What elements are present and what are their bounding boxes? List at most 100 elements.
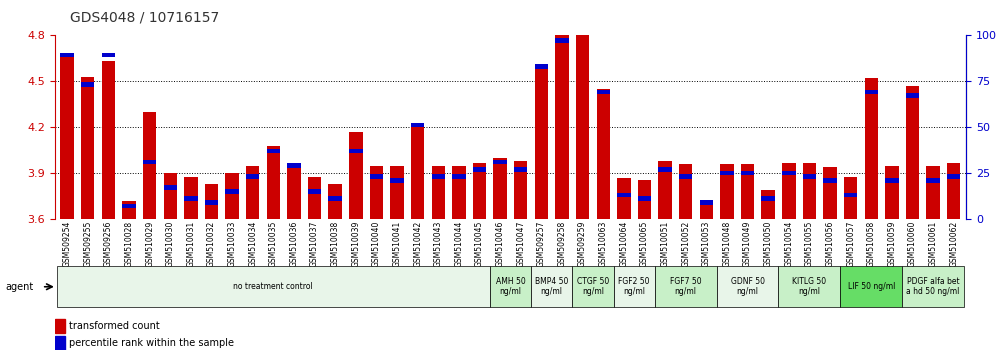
Bar [473,167,486,172]
FancyBboxPatch shape [573,266,614,307]
Bar [597,89,610,219]
Bar [720,164,734,219]
Bar [452,166,465,219]
Bar [720,171,734,175]
Bar [741,164,754,219]
Bar [535,69,548,219]
Bar [205,184,218,219]
Bar [658,167,671,172]
Bar [102,62,116,219]
Text: FGF2 50
ng/ml: FGF2 50 ng/ml [619,277,650,296]
Bar [844,177,858,219]
FancyBboxPatch shape [654,266,717,307]
Text: PDGF alfa bet
a hd 50 ng/ml: PDGF alfa bet a hd 50 ng/ml [906,277,960,296]
Text: percentile rank within the sample: percentile rank within the sample [69,338,234,348]
Bar [225,189,239,194]
Bar [81,82,95,87]
Bar [597,90,610,94]
Bar [576,9,590,219]
Bar [535,64,548,69]
Bar [865,90,878,94]
Bar [926,166,940,219]
Bar [741,171,754,175]
Bar [308,189,322,194]
FancyBboxPatch shape [490,266,531,307]
Text: no treatment control: no treatment control [233,282,313,291]
Bar [493,158,507,219]
Bar [287,163,301,219]
Bar [431,166,445,219]
Bar [885,166,898,219]
Bar [102,53,116,57]
Bar [905,86,919,219]
FancyBboxPatch shape [779,266,841,307]
Bar [350,132,363,219]
Bar [329,184,342,219]
Bar [618,178,630,219]
Bar [576,31,590,35]
Bar [618,193,630,198]
Bar [267,149,280,153]
FancyBboxPatch shape [717,266,779,307]
Bar [637,196,651,201]
Bar [762,196,775,201]
Bar [782,171,796,175]
FancyBboxPatch shape [57,266,490,307]
Bar [947,163,960,219]
Bar [679,175,692,179]
Bar [350,149,363,153]
Bar [246,166,259,219]
Bar [844,193,858,198]
Bar [246,175,259,179]
Bar [184,177,197,219]
Bar [637,179,651,219]
FancyBboxPatch shape [902,266,964,307]
Bar [699,200,713,219]
Bar [142,160,156,164]
Bar [493,160,507,164]
Bar [947,175,960,179]
Bar [905,93,919,98]
Bar [431,175,445,179]
FancyBboxPatch shape [841,266,902,307]
Bar [514,161,528,219]
Text: transformed count: transformed count [69,321,159,331]
Text: CTGF 50
ng/ml: CTGF 50 ng/ml [577,277,609,296]
Bar [658,161,671,219]
Text: KITLG 50
ng/ml: KITLG 50 ng/ml [793,277,827,296]
Bar [370,175,383,179]
Bar [926,178,940,183]
Bar [556,32,569,219]
Bar [824,167,837,219]
Bar [61,54,74,219]
Bar [329,196,342,201]
Bar [370,166,383,219]
Bar [803,175,816,179]
Bar [556,38,569,43]
Bar [865,78,878,219]
Bar [824,178,837,183]
Text: LIF 50 ng/ml: LIF 50 ng/ml [848,282,895,291]
FancyBboxPatch shape [614,266,654,307]
Bar [55,319,65,333]
Bar [81,77,95,219]
Text: FGF7 50
ng/ml: FGF7 50 ng/ml [670,277,701,296]
Bar [390,178,403,183]
Bar [163,173,177,219]
Bar [411,123,424,127]
Bar [267,146,280,219]
Text: agent: agent [5,282,33,292]
Bar [123,204,135,209]
Bar [308,177,322,219]
Text: AMH 50
ng/ml: AMH 50 ng/ml [496,277,525,296]
Bar [142,112,156,219]
Bar [699,200,713,205]
Bar [885,178,898,183]
Text: GDS4048 / 10716157: GDS4048 / 10716157 [70,11,219,25]
Bar [514,167,528,172]
Bar [184,196,197,201]
Bar [205,200,218,205]
Text: BMP4 50
ng/ml: BMP4 50 ng/ml [535,277,569,296]
Bar [61,53,74,57]
Bar [452,175,465,179]
